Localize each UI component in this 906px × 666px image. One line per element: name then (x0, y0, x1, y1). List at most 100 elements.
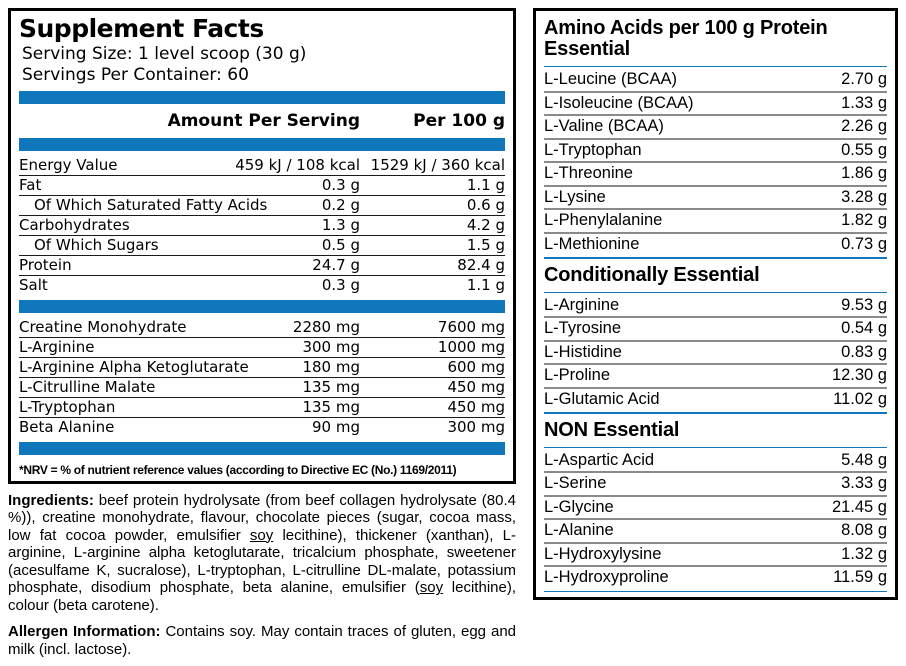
table-row: L-Citrulline Malate 135 mg 450 mg (19, 378, 505, 398)
amino-acid-name: L-Phenylalanine (544, 211, 663, 230)
amino-acid-row: L-Threonine 1.86 g (544, 163, 887, 187)
table-row: Energy Value 459 kJ / 108 kcal 1529 kJ /… (19, 156, 505, 176)
amino-acid-value: 2.26 g (841, 117, 887, 136)
row-amount-per-serving: 90 mg (312, 417, 360, 436)
row-label: L-Arginine Alpha Ketoglutarate (19, 357, 249, 376)
amino-acid-row: L-Aspartic Acid 5.48 g (544, 450, 887, 474)
amino-acid-name: L-Arginine (544, 295, 620, 314)
amino-acid-name: L-Glycine (544, 497, 614, 516)
table-row: L-Arginine 300 mg 1000 mg (19, 338, 505, 358)
amino-acid-name: L-Valine (BCAA) (544, 117, 664, 136)
table-row: Salt 0.3 g 1.1 g (19, 276, 505, 295)
right-column: Amino Acids per 100 g Protein Essential … (533, 8, 898, 658)
amino-acid-value: 21.45 g (831, 497, 887, 516)
amino-acid-value: 9.53 g (841, 295, 887, 314)
row-amount-per-serving: 0.5 g (321, 235, 360, 254)
amino-acid-value: 1.32 g (841, 544, 887, 563)
divider-bar (544, 257, 887, 259)
row-label: Beta Alanine (19, 417, 115, 436)
amino-acid-value: 0.54 g (841, 319, 887, 338)
left-column: Supplement Facts Serving Size: 1 level s… (8, 8, 516, 658)
row-label: Energy Value (19, 155, 118, 174)
row-amount-per-100g: 0.6 g (466, 195, 505, 214)
amino-acid-row: L-Methionine 0.73 g (544, 234, 887, 256)
column-header-per-100g: Per 100 g (413, 110, 505, 131)
ingredients-paragraph: Ingredients: beef protein hydrolysate (f… (8, 491, 516, 614)
amino-acid-value: 3.28 g (841, 187, 887, 206)
amino-acid-name: L-Hydroxylysine (544, 544, 662, 563)
divider-bar (544, 446, 887, 448)
non-essential-heading: NON Essential (544, 418, 680, 441)
amino-panel-title: Amino Acids per 100 g Protein Essential (544, 14, 887, 64)
amino-acids-panel: Amino Acids per 100 g Protein Essential … (533, 8, 898, 600)
row-amount-per-100g: 1.1 g (466, 275, 505, 294)
row-amount-per-100g: 450 mg (447, 397, 505, 416)
nrv-footnote: *NRV = % of nutrient reference values (a… (19, 462, 457, 477)
amino-acid-name: L-Alanine (544, 521, 614, 540)
amino-acid-name: L-Serine (544, 474, 607, 493)
serving-size-value: 1 level scoop (30 g) (138, 43, 307, 64)
row-amount-per-100g: 1529 kJ / 360 kcal (370, 155, 505, 174)
row-amount-per-100g: 600 mg (447, 357, 505, 376)
amino-acid-value: 11.59 g (833, 568, 887, 587)
serving-size-label: Serving Size: (22, 43, 133, 64)
amino-acid-row: L-Arginine 9.53 g (544, 295, 887, 319)
amino-acid-row: L-Histidine 0.83 g (544, 342, 887, 366)
table-row: Protein 24.7 g 82.4 g (19, 256, 505, 276)
row-label: Protein (19, 255, 72, 274)
row-amount-per-serving: 180 mg (302, 357, 360, 376)
row-label: Of Which Sugars (34, 235, 159, 254)
row-amount-per-serving: 2280 mg (292, 317, 360, 336)
amino-acid-value: 1.82 g (841, 211, 887, 230)
amino-acid-name: L-Hydroxyproline (544, 568, 669, 587)
row-label: Salt (19, 275, 48, 294)
amino-acid-row: L-Glycine 21.45 g (544, 497, 887, 521)
allergen-paragraph: Allergen Information: Contains soy. May … (8, 623, 516, 658)
amino-acid-value: 1.86 g (841, 164, 887, 183)
row-amount-per-serving: 0.3 g (321, 175, 360, 194)
amino-acid-value: 12.30 g (831, 366, 887, 385)
amino-acid-row: L-Isoleucine (BCAA) 1.33 g (544, 93, 887, 117)
amino-acid-name: L-Lysine (544, 187, 606, 206)
amino-acid-row: L-Proline 12.30 g (544, 365, 887, 389)
divider-bar (19, 441, 505, 455)
amino-acid-value: 3.33 g (841, 474, 887, 493)
table-row: Of Which Saturated Fatty Acids 0.2 g 0.6… (19, 196, 505, 216)
row-label: L-Citrulline Malate (19, 377, 156, 396)
amino-acid-name: L-Threonine (544, 164, 633, 183)
amino-acid-value: 0.83 g (841, 342, 887, 361)
row-label: Fat (19, 175, 42, 194)
amino-acid-row: L-Lysine 3.28 g (544, 187, 887, 211)
amino-acid-value: 1.33 g (841, 93, 887, 112)
table-row: Fat 0.3 g 1.1 g (19, 176, 505, 196)
servings-per-container-label: Servings Per Container: (22, 64, 222, 85)
active-ingredients-table: Creatine Monohydrate 2280 mg 7600 mg L-A… (19, 318, 505, 437)
divider-bar (544, 412, 887, 414)
row-amount-per-serving: 24.7 g (312, 255, 360, 274)
conditionally-essential-heading: Conditionally Essential (544, 263, 760, 286)
essential-amino-table: L-Leucine (BCAA) 2.70 g L-Isoleucine (BC… (544, 69, 887, 255)
row-amount-per-100g: 1000 mg (437, 337, 505, 356)
row-amount-per-serving: 135 mg (302, 397, 360, 416)
amino-acid-value: 2.70 g (841, 70, 887, 89)
table-row: Of Which Sugars 0.5 g 1.5 g (19, 236, 505, 256)
row-amount-per-100g: 4.2 g (466, 215, 505, 234)
amino-acid-name: L-Glutamic Acid (544, 389, 660, 408)
amino-acid-row: L-Tryptophan 0.55 g (544, 140, 887, 164)
row-amount-per-100g: 450 mg (447, 377, 505, 396)
row-label: Creatine Monohydrate (19, 317, 187, 336)
table-row: L-Arginine Alpha Ketoglutarate 180 mg 60… (19, 358, 505, 378)
non-essential-amino-table: L-Aspartic Acid 5.48 g L-Serine 3.33 g L… (544, 450, 887, 589)
amino-panel-title-line1: Amino Acids per 100 g Protein (544, 17, 828, 39)
row-amount-per-serving: 0.2 g (321, 195, 360, 214)
divider-bar (544, 590, 887, 592)
conditionally-essential-amino-table: L-Arginine 9.53 g L-Tyrosine 0.54 g L-Hi… (544, 295, 887, 411)
amino-panel-title-line2: Essential (544, 38, 631, 60)
amino-acid-row: L-Hydroxyproline 11.59 g (544, 567, 887, 589)
row-amount-per-100g: 7600 mg (437, 317, 505, 336)
row-amount-per-serving: 1.3 g (321, 215, 360, 234)
amino-acid-name: L-Leucine (BCAA) (544, 70, 677, 89)
amino-acid-row: L-Serine 3.33 g (544, 473, 887, 497)
row-label: Carbohydrates (19, 215, 130, 234)
divider-bar (544, 291, 887, 293)
